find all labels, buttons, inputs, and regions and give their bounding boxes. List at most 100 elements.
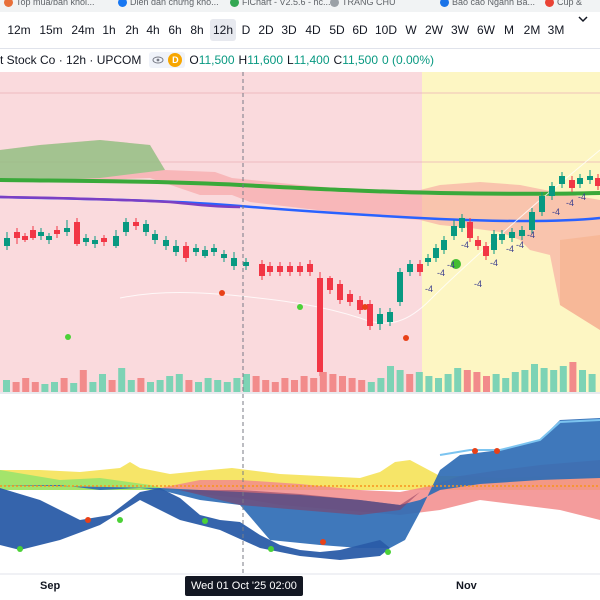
indicator-signal-dot: [472, 448, 478, 454]
timeframe-10d[interactable]: 10D: [374, 23, 397, 37]
low-value: 11,400: [293, 53, 330, 67]
indicator-signal-dot: [117, 517, 123, 523]
bookmark-item[interactable]: Diễn đàn chứng khó...: [118, 0, 219, 7]
candlestick: [38, 232, 44, 236]
timeframe-w[interactable]: W: [405, 23, 417, 37]
candlestick: [243, 262, 249, 266]
bookmark-item[interactable]: Cúp &: [545, 0, 582, 7]
timeframe-3d[interactable]: 3D: [281, 23, 297, 37]
indicator-blue-area: [0, 418, 600, 548]
volume-bar: [31, 382, 39, 392]
timeframe-m[interactable]: M: [504, 23, 514, 37]
chevron-down-icon[interactable]: [576, 12, 590, 26]
timeframe-5d[interactable]: 5D: [329, 23, 345, 37]
volume-bar: [483, 376, 490, 392]
annotation-label: -4: [566, 198, 574, 208]
volume-bar: [492, 374, 500, 392]
candlestick: [211, 248, 217, 252]
candlestick: [231, 258, 237, 266]
bookmark-item[interactable]: Báo cáo Ngành Bả...: [440, 0, 535, 7]
bookmarks-bar: Top mua/bán khối... Diễn đàn chứng khó...…: [0, 0, 600, 13]
purple-moving-average-line: [0, 195, 241, 209]
timeframe-6w[interactable]: 6W: [477, 23, 495, 37]
indicator-blue-line: [439, 419, 600, 456]
candlestick: [347, 294, 353, 302]
timeframe-3m[interactable]: 3M: [547, 23, 565, 37]
candlestick: [475, 240, 481, 246]
bookmark-label: Top mua/bán khối...: [16, 0, 95, 7]
timeframe-12h[interactable]: 12h: [210, 19, 236, 41]
volume-bar: [502, 378, 510, 392]
candlestick: [74, 222, 80, 244]
volume-bar: [310, 378, 318, 392]
volume-bar: [319, 372, 327, 392]
volume-bar: [358, 380, 366, 392]
candlestick: [4, 238, 10, 246]
bookmark-favicon-icon: [230, 0, 239, 7]
bookmark-favicon-icon: [118, 0, 127, 7]
volume-bar: [435, 378, 442, 392]
timeframe-1h[interactable]: 1h: [102, 23, 116, 37]
timeframe-6h[interactable]: 6h: [168, 23, 182, 37]
annotation-label: -4: [506, 244, 514, 254]
timeframe-8h[interactable]: 8h: [190, 23, 204, 37]
volume-bar: [511, 372, 519, 392]
eye-icon: [152, 56, 164, 64]
volume-bar: [569, 362, 577, 392]
timeframe-24m[interactable]: 24m: [71, 23, 95, 37]
pink-zone: [0, 72, 422, 392]
volume-bar: [79, 370, 87, 392]
bookmark-favicon-icon: [545, 0, 554, 7]
signal-dot: [297, 304, 303, 310]
annotation-label: -4: [490, 258, 498, 268]
candlestick: [459, 218, 465, 228]
volume-bar: [223, 382, 231, 392]
volume-bar: [12, 382, 20, 392]
timeframe-4h[interactable]: 4h: [146, 23, 160, 37]
volume-bar: [579, 370, 586, 392]
candlestick: [163, 240, 169, 246]
candlestick: [54, 230, 60, 234]
timeframe-15m[interactable]: 15m: [39, 23, 63, 37]
visibility-toggle[interactable]: D: [149, 52, 186, 68]
bookmark-item[interactable]: FlChart - V2.5.6 - hc...: [230, 0, 331, 7]
volume-bar: [262, 380, 270, 392]
volume-bar: [406, 374, 414, 392]
bookmark-item[interactable]: TRANG CHỦ: [330, 0, 396, 7]
timeframe-3w[interactable]: 3W: [451, 23, 469, 37]
volume-bar: [540, 368, 548, 392]
volume-bar: [204, 378, 212, 392]
annotation-label: -4: [578, 192, 586, 202]
volume-bar: [99, 374, 106, 392]
timeframe-2h[interactable]: 2h: [125, 23, 139, 37]
x-axis-label-sep: Sep: [40, 580, 61, 592]
volume-bar: [521, 370, 529, 392]
ichimoku-cloud-green: [0, 140, 165, 180]
change-value: 0 (0.00%): [382, 53, 435, 67]
candlestick: [549, 186, 555, 196]
bookmark-item[interactable]: Top mua/bán khối...: [4, 0, 95, 7]
timeframe-2d[interactable]: 2D: [258, 23, 274, 37]
candlestick: [377, 314, 383, 324]
indicator-signal-dot: [85, 517, 91, 523]
timeframe-6d[interactable]: 6D: [352, 23, 368, 37]
timeframe-12m[interactable]: 12m: [7, 23, 31, 37]
bookmark-favicon-icon: [4, 0, 13, 7]
candlestick: [587, 176, 593, 180]
timeframe-2m[interactable]: 2M: [523, 23, 541, 37]
candlestick: [367, 304, 373, 326]
volume-bar: [41, 384, 49, 392]
volume-bar: [137, 378, 145, 392]
symbol-title[interactable]: t Stock Co · 12h · UPCOM: [0, 53, 142, 67]
volume-bar: [415, 372, 423, 392]
timeframe-d[interactable]: D: [241, 23, 251, 37]
volume-bar: [531, 364, 538, 392]
volume-bar: [291, 380, 298, 392]
indicator-blue-lower-area: [0, 488, 390, 560]
timeframe-2w[interactable]: 2W: [425, 23, 443, 37]
ichimoku-cloud-red: [0, 140, 600, 330]
candlestick: [595, 178, 600, 186]
candlestick: [467, 222, 473, 238]
timeframe-4d[interactable]: 4D: [305, 23, 321, 37]
